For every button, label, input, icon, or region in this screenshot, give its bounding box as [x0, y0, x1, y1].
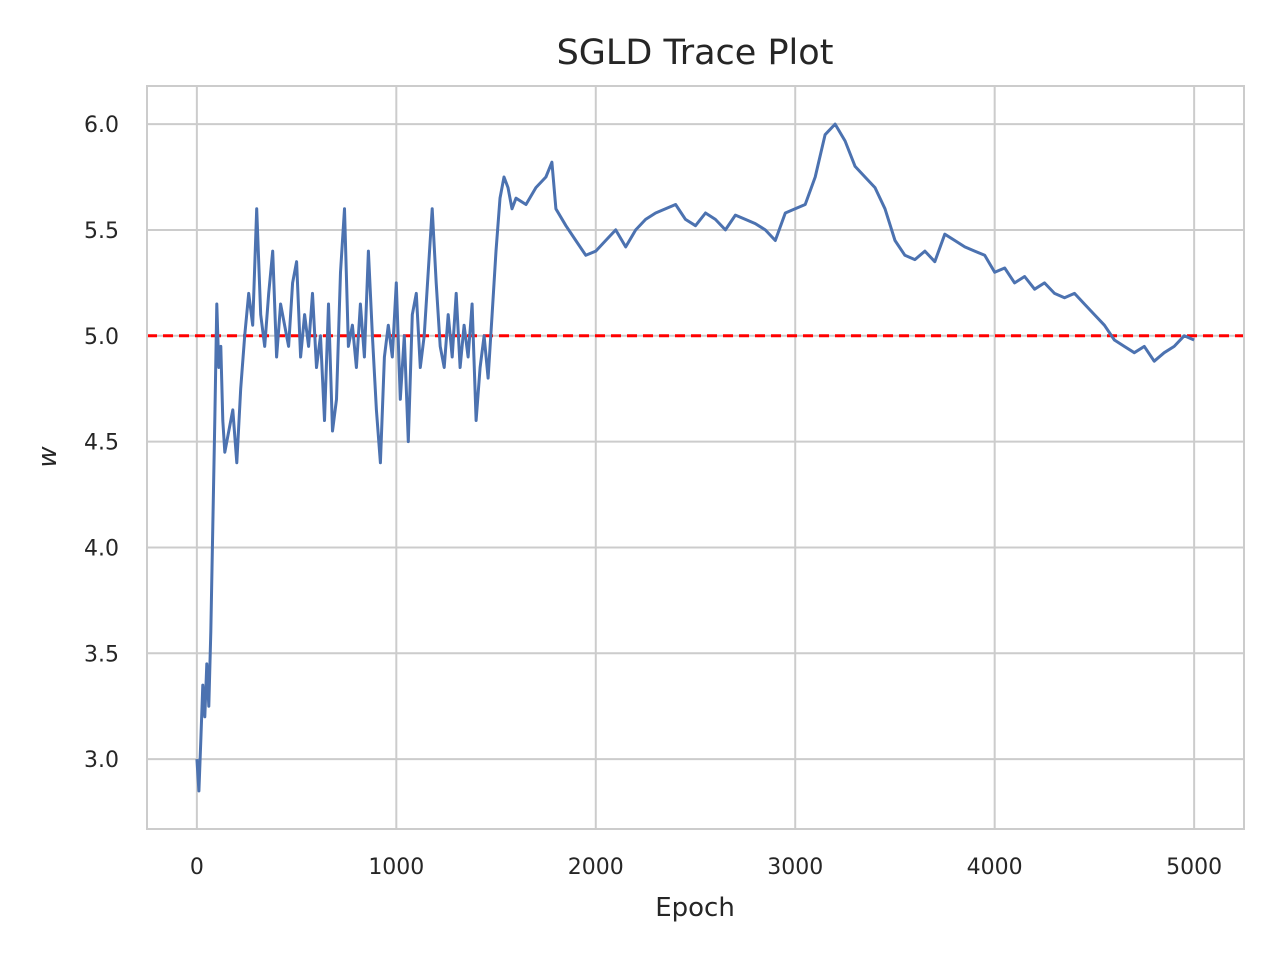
chart-title: SGLD Trace Plot [557, 33, 834, 73]
x-tick-label: 5000 [1166, 855, 1222, 880]
x-tick-label: 4000 [967, 855, 1023, 880]
x-axis-label: Epoch [655, 893, 735, 923]
x-tick-label: 3000 [767, 855, 823, 880]
y-tick-label: 4.5 [84, 431, 119, 456]
y-tick-label: 5.0 [84, 325, 119, 350]
series-layer [195, 122, 1195, 793]
y-tick-label: 5.5 [84, 219, 119, 244]
x-tick-label: 2000 [568, 855, 624, 880]
series-line-w-trace [195, 122, 1195, 793]
tick-label-layer: 0 1000 2000 3000 4000 5000 3.0 3.5 4.0 4.5 5.0 5.5 6… [84, 113, 1222, 880]
x-tick-label: 0 [190, 855, 204, 880]
x-tick-label: 1000 [368, 855, 424, 880]
y-axis-label: w [33, 446, 63, 468]
y-tick-label: 6.0 [84, 113, 119, 138]
plot-frame [146, 85, 1245, 830]
y-tick-label: 3.0 [84, 748, 119, 773]
y-tick-label: 4.0 [84, 536, 119, 561]
y-tick-label: 3.5 [84, 642, 119, 667]
